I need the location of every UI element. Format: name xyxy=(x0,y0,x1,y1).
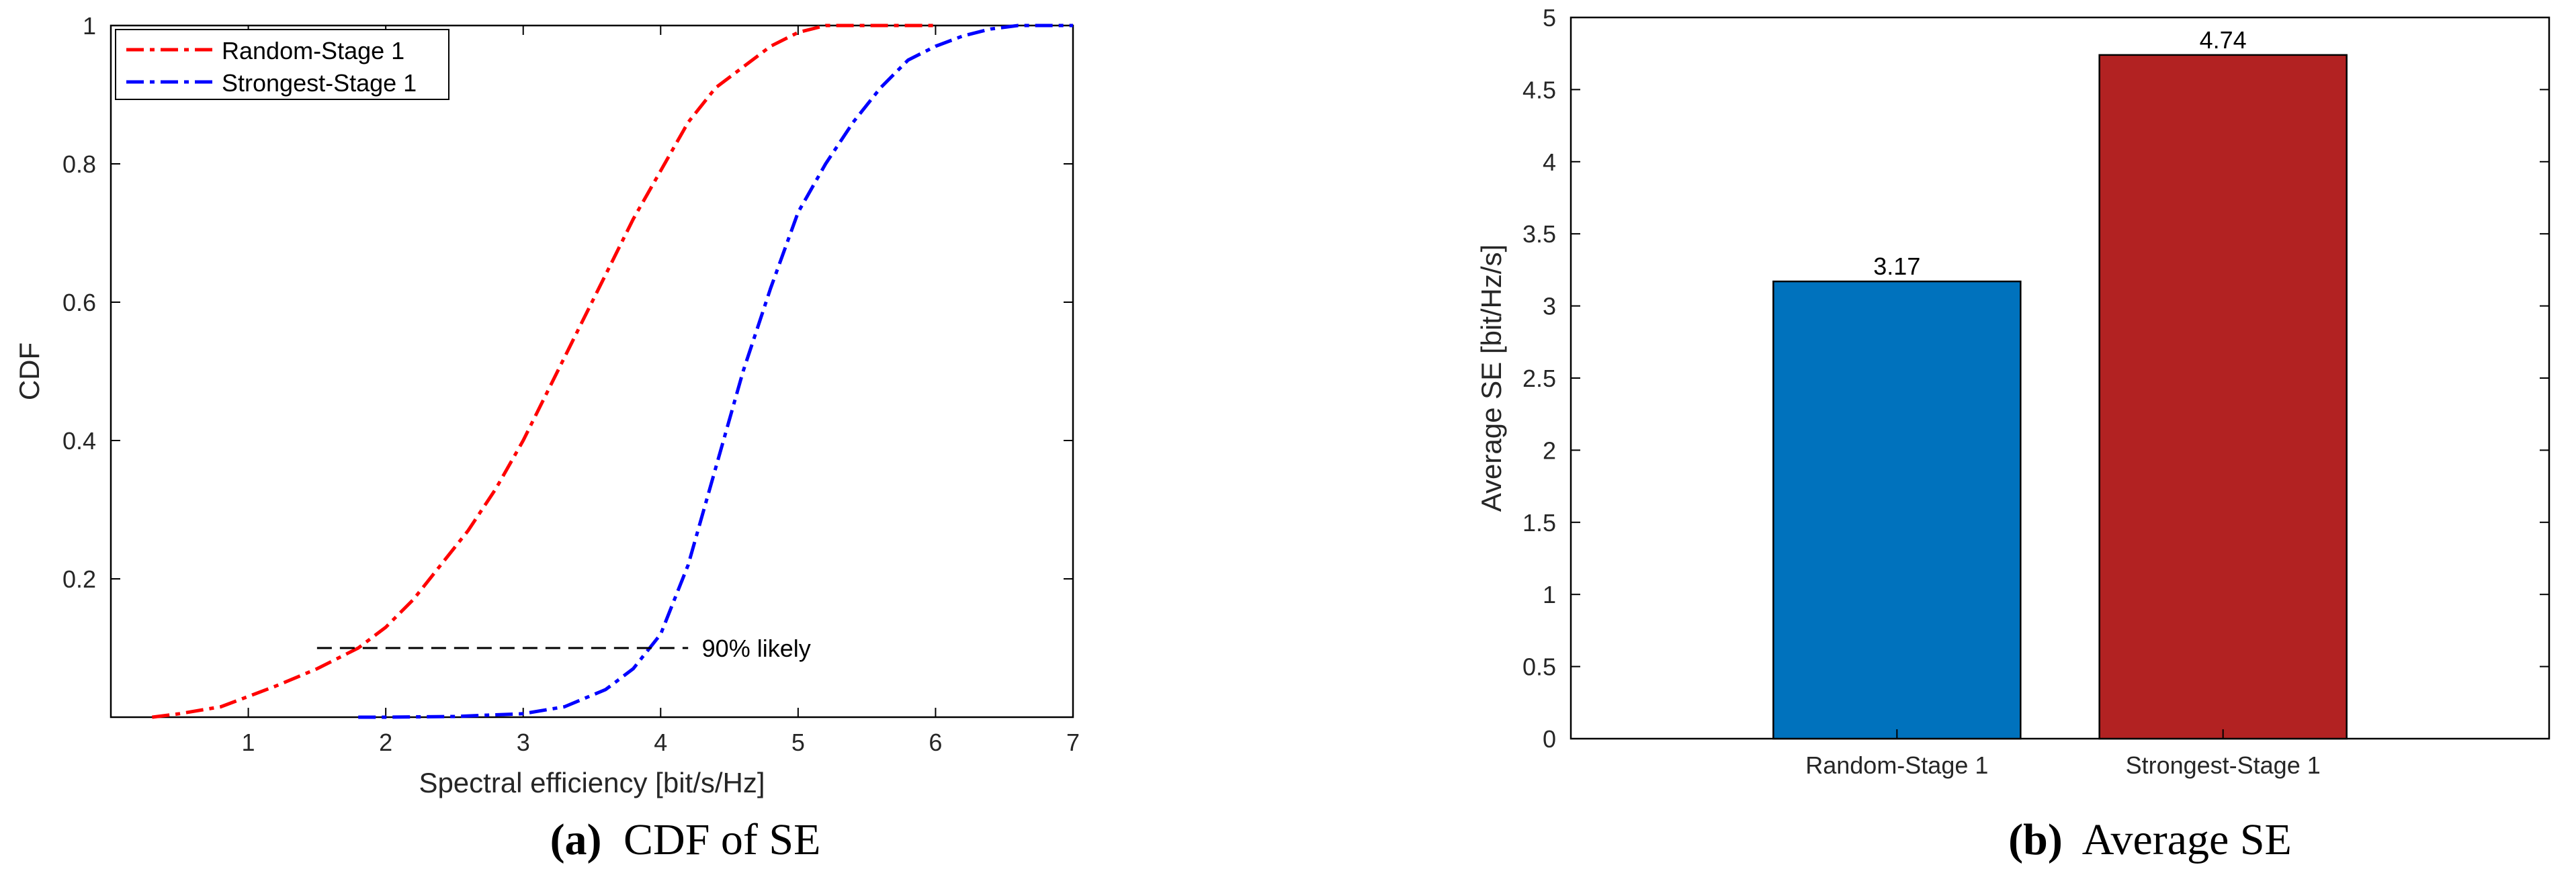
cdf-legend-box xyxy=(115,29,449,100)
bar-category-label: Random-Stage 1 xyxy=(1805,751,1988,779)
bar-y-tick-label: 4 xyxy=(1543,148,1556,176)
legend-label-random: Random-Stage 1 xyxy=(222,37,404,64)
bar-y-ticks: 0 0.5 1 1.5 2 2.5 3 3.5 4 4.5 5 xyxy=(1522,4,2549,753)
bar-y-tick-label: 5 xyxy=(1543,4,1556,32)
bar-y-tick-label: 2 xyxy=(1543,436,1556,464)
bar-category-label: Strongest-Stage 1 xyxy=(2126,751,2321,779)
bar-caption-letter: (b) xyxy=(2008,815,2063,864)
bar-y-axis-label: Average SE [bit/Hz/s] xyxy=(1475,244,1507,512)
cdf-y-tick-label: 0.6 xyxy=(62,289,96,316)
cdf-caption: (a) CDF of SE xyxy=(550,815,821,864)
cdf-x-tick-label: 5 xyxy=(791,729,805,756)
bar-caption-text: Average SE xyxy=(2082,815,2292,864)
bar-y-tick-label: 1 xyxy=(1543,581,1556,608)
cdf-x-axis-label: Spectral efficiency [bit/s/Hz] xyxy=(419,767,765,798)
bar-random xyxy=(1772,280,2022,740)
bar-y-tick-label: 0 xyxy=(1543,725,1556,753)
bar-plot-frame xyxy=(1570,16,2550,740)
cdf-y-tick-label: 1 xyxy=(83,12,96,40)
bar-y-tick-label: 2.5 xyxy=(1522,365,1556,392)
bar-y-tick-label: 3.5 xyxy=(1522,220,1556,248)
bar-bars-group: 3.17 Random-Stage 1 4.74 Strongest-Stage 1 xyxy=(1772,26,2348,779)
cdf-y-axis-label: CDF xyxy=(13,342,45,400)
legend-label-strongest: Strongest-Stage 1 xyxy=(222,69,417,97)
cdf-series-random-line xyxy=(152,24,936,719)
cdf-caption-text: CDF of SE xyxy=(624,815,820,864)
cdf-series-strongest-line xyxy=(358,24,1073,719)
bar-caption: (b) Average SE xyxy=(2008,815,2292,864)
bar-value-label: 3.17 xyxy=(1873,252,1920,280)
bar-y-tick-label: 1.5 xyxy=(1522,509,1556,537)
cdf-x-tick-label: 6 xyxy=(929,729,942,756)
cdf-x-tick-label: 3 xyxy=(517,729,530,756)
cdf-series-group xyxy=(152,24,1073,719)
cdf-annotation-label: 90% likely xyxy=(702,635,811,662)
cdf-plot-frame xyxy=(110,24,1074,719)
cdf-caption-letter: (a) xyxy=(550,815,602,864)
cdf-y-tick-label: 0.4 xyxy=(62,427,96,455)
cdf-x-tick-label: 4 xyxy=(654,729,667,756)
cdf-y-tick-label: 0.8 xyxy=(62,150,96,178)
cdf-legend: Random-Stage 1 Strongest-Stage 1 xyxy=(115,29,449,100)
bar-y-tick-label: 4.5 xyxy=(1522,76,1556,103)
cdf-y-ticks: 0.2 0.4 0.6 0.8 1 xyxy=(62,12,1073,593)
cdf-chart: 1 2 3 4 5 6 7 0.2 0.4 0.6 0.8 1 90% likely Spectra… xyxy=(13,12,1080,864)
bar-strongest xyxy=(2098,54,2348,740)
cdf-annotation-group: 90% likely xyxy=(316,635,811,662)
cdf-x-ticks: 1 2 3 4 5 6 7 xyxy=(242,26,1080,756)
bar-y-tick-label: 0.5 xyxy=(1522,653,1556,681)
cdf-x-tick-label: 1 xyxy=(242,729,255,756)
cdf-y-tick-label: 0.2 xyxy=(62,565,96,593)
bar-chart: 0 0.5 1 1.5 2 2.5 3 3.5 4 4.5 5 3.17 Random-Stage 1… xyxy=(1475,4,2550,864)
cdf-x-tick-label: 2 xyxy=(379,729,392,756)
bar-y-tick-label: 3 xyxy=(1543,293,1556,320)
bar-value-label: 4.74 xyxy=(2200,26,2247,54)
cdf-x-tick-label: 7 xyxy=(1066,729,1080,756)
